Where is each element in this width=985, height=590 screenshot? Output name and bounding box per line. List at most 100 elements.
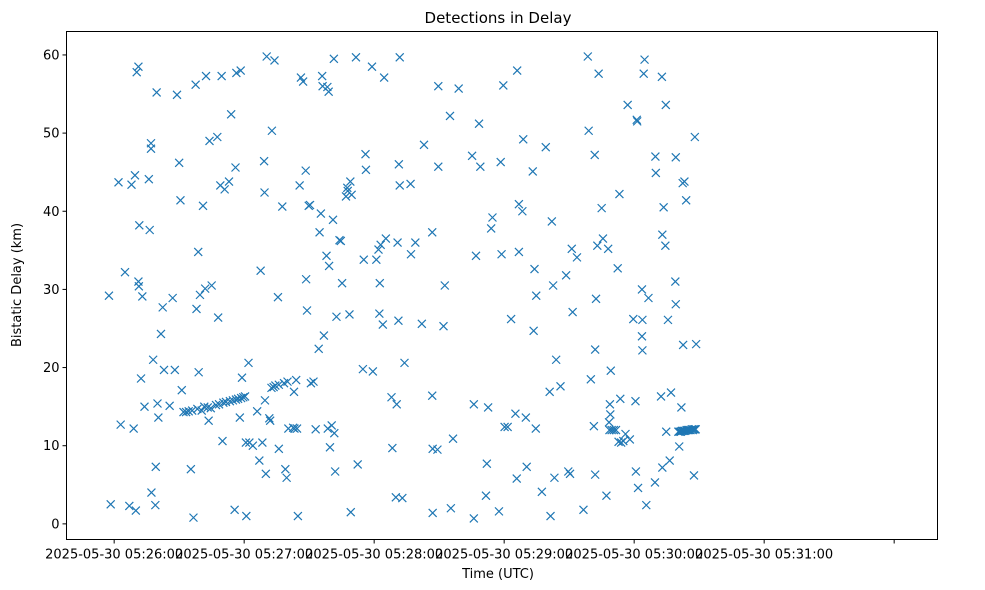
data-point-125 [301, 166, 311, 176]
data-point-193 [427, 227, 437, 237]
data-point-169 [371, 255, 381, 265]
data-point-153 [337, 278, 347, 288]
data-point-42 [186, 464, 196, 474]
y-axis-label: Bistatic Delay (km) [10, 223, 25, 347]
data-point-22 [147, 488, 156, 498]
data-point-203 [446, 503, 456, 513]
data-point-92 [254, 456, 264, 465]
data-point-306 [659, 202, 669, 212]
data-point-266 [602, 491, 611, 501]
data-point-239 [541, 142, 551, 152]
data-markers [104, 52, 701, 523]
data-point-167 [367, 62, 377, 72]
data-point-199 [433, 81, 443, 91]
data-point-209 [471, 251, 481, 261]
data-point-263 [594, 69, 604, 79]
data-point-114 [283, 377, 292, 387]
chart-title: Detections in Delay [425, 9, 572, 27]
data-point-278 [615, 189, 624, 199]
data-point-81 [236, 66, 246, 76]
data-point-250 [567, 244, 577, 254]
data-point-83 [237, 373, 247, 383]
data-point-87 [241, 511, 251, 521]
data-point-129 [305, 200, 315, 210]
data-point-112 [280, 464, 290, 474]
data-point-339 [691, 424, 701, 434]
y-tick-label: 20 [43, 361, 60, 376]
data-point-275 [611, 425, 621, 435]
x-tick-label: 2025-05-30 05:30:00 [565, 548, 703, 563]
data-point-192 [419, 140, 429, 150]
data-point-50 [195, 290, 205, 300]
data-point-108 [274, 380, 284, 390]
data-point-307 [660, 241, 670, 251]
data-point-290 [633, 483, 643, 493]
data-point-251 [568, 307, 578, 317]
y-tick-label: 50 [43, 127, 60, 142]
data-point-243 [548, 281, 558, 290]
data-point-185 [395, 52, 405, 62]
data-point-146 [328, 215, 338, 225]
x-tick-label: 2025-05-30 05:29:00 [435, 548, 573, 563]
data-point-255 [584, 126, 594, 136]
data-point-17 [140, 402, 149, 412]
data-point-161 [351, 52, 361, 62]
data-point-300 [650, 152, 660, 161]
data-point-291 [637, 284, 647, 294]
data-point-223 [506, 314, 516, 324]
data-point-175 [379, 73, 389, 83]
data-point-337 [690, 424, 700, 434]
data-point-240 [545, 387, 555, 397]
data-point-295 [639, 69, 649, 79]
data-point-195 [428, 508, 438, 518]
y-tick-label: 60 [43, 48, 60, 63]
data-point-317 [674, 442, 684, 451]
data-point-7 [129, 424, 139, 433]
data-point-155 [342, 183, 352, 193]
data-point-18 [144, 174, 154, 184]
data-point-326 [680, 177, 689, 186]
data-point-181 [393, 238, 402, 247]
data-point-3 [116, 420, 126, 430]
data-point-149 [330, 467, 340, 476]
data-point-147 [329, 54, 339, 64]
data-point-9 [131, 506, 141, 516]
data-point-206 [467, 151, 477, 161]
data-point-41 [184, 406, 194, 416]
data-point-132 [311, 424, 321, 434]
data-point-258 [590, 150, 600, 160]
data-point-54 [200, 284, 210, 294]
data-point-190 [410, 238, 420, 247]
data-point-261 [591, 294, 601, 304]
data-point-71 [224, 177, 234, 186]
data-point-208 [469, 399, 479, 409]
data-point-313 [670, 277, 680, 287]
data-point-49 [194, 367, 204, 377]
data-point-142 [324, 87, 334, 97]
data-point-23 [148, 355, 158, 365]
data-point-57 [204, 416, 214, 426]
data-point-16 [137, 292, 147, 301]
data-point-79 [233, 394, 243, 404]
data-point-136 [317, 71, 327, 81]
data-point-214 [483, 402, 493, 412]
data-point-298 [644, 293, 653, 303]
data-point-222 [503, 422, 513, 432]
data-point-265 [598, 234, 608, 244]
data-point-216 [488, 213, 497, 222]
data-point-117 [289, 387, 299, 397]
data-point-101 [265, 416, 275, 426]
data-point-31 [159, 365, 169, 375]
data-point-58 [205, 136, 214, 146]
data-point-324 [678, 340, 688, 350]
data-point-103 [267, 126, 277, 136]
data-point-145 [327, 420, 337, 430]
data-point-200 [439, 321, 448, 331]
data-point-91 [252, 406, 262, 416]
data-point-191 [417, 319, 427, 329]
data-point-43 [187, 406, 197, 415]
data-point-24 [150, 500, 160, 510]
